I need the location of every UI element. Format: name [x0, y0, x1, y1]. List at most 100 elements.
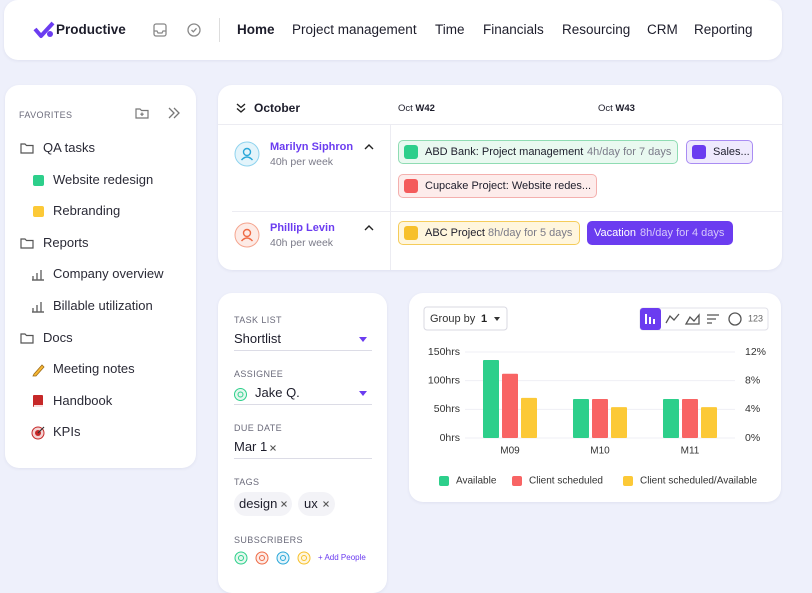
add-people[interactable]: + Add People [318, 553, 366, 562]
booking-detail: 8h/day for 4 days [640, 227, 725, 239]
table-view-button[interactable] [707, 314, 719, 324]
divider [390, 124, 391, 270]
tasks-icon[interactable] [187, 23, 201, 37]
collapse-icon[interactable] [364, 224, 374, 232]
booking-detail: 8h/day for 5 days [488, 227, 573, 239]
inbox-icon[interactable] [153, 23, 167, 37]
bar [483, 360, 499, 438]
week-header: Oct W43 [598, 101, 635, 117]
booking-title: Sales... [713, 146, 750, 158]
underline [234, 350, 372, 351]
item-icon [32, 302, 44, 313]
sidebar-item[interactable]: Rebranding [53, 203, 121, 219]
area-view-button[interactable] [684, 313, 700, 325]
bar [592, 399, 608, 438]
month: October [254, 101, 301, 115]
line-view-button[interactable] [665, 313, 680, 324]
item-icon [33, 394, 43, 407]
legend-label: Client scheduled [529, 476, 603, 487]
underline [234, 404, 372, 405]
item-icon [33, 174, 44, 186]
add-folder-icon[interactable] [135, 107, 149, 119]
bar [611, 407, 627, 438]
bar [521, 397, 537, 438]
nav-link[interactable]: Home [237, 22, 275, 37]
sidebar-item[interactable]: Docs [43, 329, 73, 345]
bar [663, 399, 679, 438]
page: Productive html, body { margin: 0; paddi… [4, 0, 782, 593]
subscriber-avatars [234, 551, 311, 565]
x-tick-label: M10 [590, 446, 610, 457]
legend-swatch [512, 476, 522, 486]
sidebar-item[interactable]: Reports [43, 234, 89, 250]
collapse-icon[interactable] [236, 103, 246, 113]
divider [232, 211, 782, 212]
item-icon [20, 332, 34, 344]
week-number: W43 [615, 103, 635, 114]
x-tick-label: M11 [681, 446, 700, 457]
person-name[interactable]: Marilyn Siphron [270, 141, 354, 153]
chart: Group by 1 123 0hrs 50hrs 100hrs 150hrs 0% 4%… [423, 306, 769, 487]
bar [573, 399, 589, 438]
booking[interactable]: Vacation 8h/day for 4 days [587, 221, 733, 245]
divider [219, 18, 220, 42]
sidebar-item[interactable]: Billable utilization [53, 298, 153, 313]
tag[interactable]: ux [298, 492, 335, 516]
booking-title: ABC Project [425, 227, 485, 239]
y2-tick-label: 12% [745, 346, 766, 358]
booking[interactable]: Cupcake Project: Website redes... [398, 174, 597, 198]
field-label: DUE DATE [234, 423, 283, 433]
bar [701, 407, 717, 438]
field-value[interactable]: Mar 1 [234, 439, 268, 454]
nav-link[interactable]: Reporting [694, 22, 753, 37]
sidebar: FAVORITES QA tasks Website redesign Rebran… [5, 85, 196, 468]
nav-link[interactable]: CRM [647, 22, 678, 37]
nav-link[interactable]: Resourcing [562, 22, 631, 37]
divider [218, 124, 782, 125]
field-value[interactable]: Shortlist [234, 331, 281, 346]
dropdown-icon[interactable] [359, 337, 367, 342]
brand: Productive [56, 22, 126, 37]
collapse-icon[interactable] [364, 143, 374, 151]
collapse-icon[interactable] [167, 107, 181, 119]
week-month: Oct [598, 103, 613, 114]
avatar [234, 141, 260, 167]
sidebar-item[interactable]: Handbook [53, 392, 113, 408]
nav-link[interactable]: Project management [292, 22, 417, 37]
booking[interactable]: ABC Project 8h/day for 5 days [398, 221, 580, 245]
y2-tick-label: 0% [745, 432, 760, 444]
sidebar-item[interactable]: QA tasks [43, 140, 96, 155]
chart-card: Group by 1 123 0hrs 50hrs 100hrs 150hrs 0% 4%… [409, 293, 781, 502]
y-tick-label: 150hrs [428, 346, 460, 358]
sidebar-item[interactable]: Company overview [53, 266, 164, 282]
booking-title: Vacation [594, 227, 636, 239]
dropdown-icon[interactable] [359, 391, 367, 396]
remove-icon[interactable] [281, 501, 287, 507]
remove-icon[interactable] [323, 501, 329, 507]
y-tick-label: 50hrs [434, 403, 460, 415]
sidebar-item[interactable]: Meeting notes [53, 361, 135, 377]
pie-view-button[interactable] [728, 312, 742, 326]
sidebar-item[interactable]: Website redesign [53, 171, 154, 187]
nav-link[interactable]: Time [435, 22, 465, 37]
legend-swatch [623, 476, 633, 486]
sidebar-item[interactable]: KPIs [53, 424, 81, 440]
booking[interactable]: Sales... [686, 140, 753, 164]
logo [33, 21, 55, 38]
field-value[interactable]: Jake Q. [255, 385, 300, 400]
group-by-select[interactable] [423, 306, 508, 331]
nav-link[interactable]: Financials [483, 22, 544, 37]
avatar [234, 222, 260, 248]
tag[interactable]: design [234, 492, 292, 516]
clear-icon[interactable] [270, 445, 276, 451]
y-tick-label: 0hrs [440, 432, 460, 444]
booking[interactable]: ABD Bank: Project management 4h/day for 7… [398, 140, 678, 164]
number-view-button[interactable]: 123 [748, 313, 763, 323]
task-form: TASK LIST Shortlist ASSIGNEE Jake Q. DUE… [218, 293, 387, 593]
person-name[interactable]: Phillip Levin [270, 222, 335, 234]
y-tick-label: 100hrs [428, 374, 460, 386]
legend-swatch [439, 476, 449, 486]
dropdown-icon[interactable] [494, 317, 500, 321]
item-icon [33, 206, 44, 218]
bar [502, 373, 518, 438]
